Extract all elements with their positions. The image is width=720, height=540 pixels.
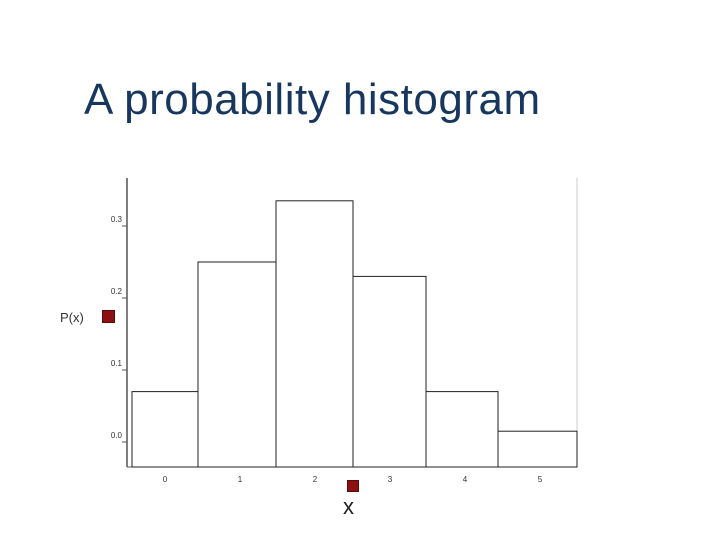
slide-title: A probability histogram bbox=[84, 75, 541, 124]
x-axis-label: x bbox=[343, 494, 354, 519]
x-tick-label: 0 bbox=[163, 475, 168, 484]
y-axis-marker bbox=[102, 310, 115, 323]
x-tick-label: 3 bbox=[388, 475, 393, 484]
x-tick-label: 2 bbox=[313, 475, 318, 484]
x-tick-label: 4 bbox=[463, 475, 468, 484]
x-tick-label: 1 bbox=[238, 475, 243, 484]
x-tick-label: 5 bbox=[538, 475, 543, 484]
histogram-bar bbox=[197, 261, 277, 468]
histogram-bar bbox=[131, 391, 199, 468]
histogram-bar bbox=[275, 200, 354, 468]
y-tick-label: 0.0 bbox=[111, 431, 123, 440]
x-axis-marker bbox=[347, 480, 359, 492]
y-tick-label: 0.1 bbox=[111, 359, 123, 368]
histogram-bar bbox=[497, 430, 578, 468]
y-tick-label: 0.2 bbox=[111, 287, 123, 296]
y-axis-label: P(x) bbox=[60, 310, 84, 325]
y-tick-label: 0.3 bbox=[111, 215, 123, 224]
histogram-bar bbox=[425, 391, 499, 468]
histogram-bar bbox=[352, 275, 427, 468]
